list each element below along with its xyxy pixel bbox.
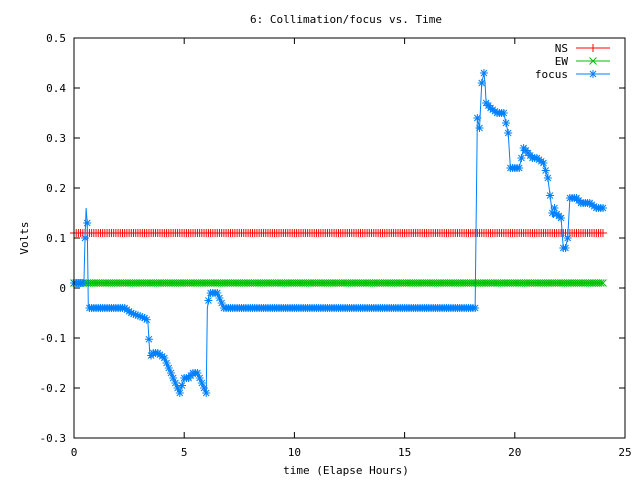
y-tick-label: 0.2: [46, 182, 66, 195]
data-point: [477, 79, 486, 87]
data-point: [598, 229, 607, 237]
y-tick-label: 0.4: [46, 82, 66, 95]
data-point: [563, 234, 572, 242]
plot-frame: [73, 37, 626, 439]
data-point: [162, 359, 171, 367]
x-tick-label: 0: [71, 446, 78, 459]
y-axis-label: Volts: [18, 221, 31, 254]
legend-label-focus: focus: [535, 68, 568, 81]
data-point: [546, 191, 555, 200]
y-tick-label: -0.2: [40, 382, 67, 395]
x-tick-label: 5: [181, 446, 188, 459]
series-layer: [70, 69, 607, 397]
data-point: [202, 389, 211, 397]
x-tick-label: 10: [288, 446, 301, 459]
series-focus: [70, 69, 607, 397]
data-point: [144, 335, 153, 344]
data-point: [499, 109, 508, 117]
y-tick-label: 0.5: [46, 32, 66, 45]
series-EW: [70, 279, 607, 287]
x-tick-label: 20: [508, 446, 521, 459]
chart-title: 6: Collimation/focus vs. Time: [250, 13, 442, 26]
y-tick-label: 0.3: [46, 132, 66, 145]
x-tick-label: 25: [618, 446, 631, 459]
data-point: [177, 381, 186, 390]
legend-label-NS: NS: [555, 42, 568, 55]
data-point: [471, 304, 480, 312]
data-point: [557, 214, 566, 222]
data-point: [479, 69, 488, 77]
data-point: [473, 114, 482, 122]
data-point: [504, 129, 513, 137]
data-point: [561, 244, 570, 252]
data-point: [142, 315, 151, 324]
data-point: [78, 279, 87, 287]
legend-label-EW: EW: [555, 55, 569, 68]
y-tick-label: 0: [59, 282, 66, 295]
data-point: [197, 379, 206, 387]
data-point: [543, 174, 552, 182]
data-point: [517, 154, 526, 162]
y-tick-label: 0.1: [46, 232, 66, 245]
data-point: [598, 204, 607, 212]
data-point: [83, 219, 92, 227]
data-point: [596, 279, 605, 287]
x-axis-label: time (Elapse Hours): [283, 464, 409, 477]
legend-marker-EW: [589, 57, 597, 65]
y-tick-label: -0.3: [40, 432, 67, 445]
data-point: [539, 159, 548, 167]
legend-marker-focus: [589, 70, 597, 78]
data-point: [81, 234, 90, 242]
data-point: [515, 164, 524, 172]
data-point: [550, 204, 559, 212]
legend-marker-NS: [589, 44, 597, 52]
data-point: [204, 296, 213, 305]
data-point: [175, 389, 184, 397]
x-tick-label: 15: [398, 446, 411, 459]
data-point: [541, 166, 550, 175]
series-NS: [70, 229, 607, 237]
y-tick-label: -0.1: [40, 332, 67, 345]
data-point: [475, 124, 484, 132]
data-point: [501, 119, 510, 127]
data-point: [599, 279, 607, 287]
